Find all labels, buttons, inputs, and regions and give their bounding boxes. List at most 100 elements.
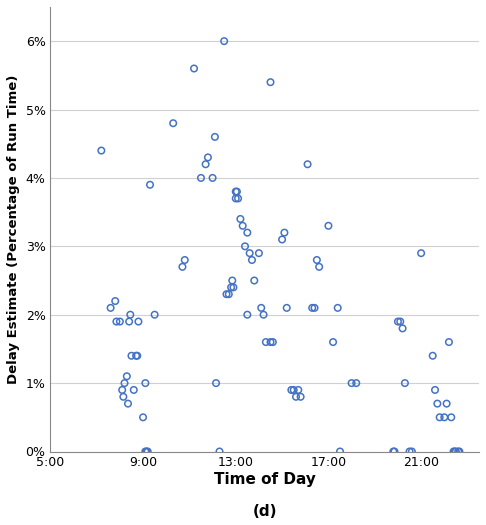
Point: [325, 222, 332, 230]
Point: [239, 222, 246, 230]
Point: [178, 262, 186, 271]
Point: [255, 249, 263, 257]
Point: [315, 262, 323, 271]
Point: [267, 78, 275, 87]
Point: [212, 379, 220, 387]
Point: [408, 447, 416, 456]
Point: [280, 228, 288, 237]
Point: [133, 352, 141, 360]
Point: [204, 153, 212, 162]
Point: [181, 256, 189, 264]
Point: [132, 352, 140, 360]
Point: [406, 447, 414, 456]
Point: [290, 386, 297, 394]
Point: [225, 290, 233, 298]
Point: [130, 386, 138, 394]
Point: [283, 303, 291, 312]
Point: [208, 174, 216, 182]
Point: [128, 352, 136, 360]
Text: (d): (d): [252, 505, 277, 519]
Point: [304, 160, 312, 169]
Point: [228, 276, 236, 285]
Point: [107, 303, 115, 312]
Point: [262, 338, 270, 347]
Point: [144, 447, 152, 456]
Point: [347, 379, 355, 387]
Point: [237, 215, 244, 223]
Point: [248, 256, 256, 264]
Point: [123, 372, 131, 381]
Point: [118, 386, 126, 394]
Point: [232, 194, 240, 203]
Point: [434, 400, 441, 408]
Point: [223, 290, 230, 298]
Point: [436, 413, 444, 422]
Point: [142, 447, 150, 456]
Point: [313, 256, 321, 264]
Point: [397, 317, 404, 326]
Point: [401, 379, 409, 387]
Point: [267, 338, 275, 347]
Point: [440, 413, 448, 422]
Point: [295, 386, 302, 394]
Y-axis label: Delay Estimate (Percentage of Run Time): Delay Estimate (Percentage of Run Time): [7, 75, 20, 384]
Point: [455, 447, 463, 456]
X-axis label: Time of Day: Time of Day: [214, 472, 315, 487]
Point: [241, 242, 249, 250]
Point: [232, 187, 240, 196]
Point: [336, 447, 344, 456]
Point: [417, 249, 425, 257]
Point: [452, 447, 460, 456]
Point: [443, 400, 451, 408]
Point: [250, 276, 258, 285]
Point: [211, 133, 219, 141]
Point: [447, 413, 455, 422]
Point: [269, 338, 277, 347]
Point: [139, 413, 147, 422]
Point: [334, 303, 342, 312]
Point: [229, 283, 237, 291]
Point: [126, 310, 134, 319]
Point: [292, 393, 300, 401]
Point: [352, 379, 360, 387]
Point: [190, 64, 198, 72]
Point: [220, 37, 228, 45]
Point: [311, 303, 318, 312]
Point: [202, 160, 209, 169]
Point: [125, 317, 133, 326]
Point: [121, 379, 128, 387]
Point: [135, 317, 142, 326]
Point: [429, 352, 436, 360]
Point: [391, 447, 399, 456]
Point: [389, 447, 397, 456]
Point: [116, 317, 124, 326]
Point: [278, 235, 286, 244]
Point: [287, 386, 295, 394]
Point: [111, 297, 119, 305]
Point: [243, 310, 251, 319]
Point: [246, 249, 254, 257]
Point: [227, 283, 235, 291]
Point: [216, 447, 224, 456]
Point: [399, 324, 406, 333]
Point: [120, 393, 127, 401]
Point: [431, 386, 439, 394]
Point: [169, 119, 177, 128]
Point: [113, 317, 121, 326]
Point: [146, 181, 154, 189]
Point: [329, 338, 337, 347]
Point: [260, 310, 267, 319]
Point: [258, 303, 265, 312]
Point: [141, 379, 149, 387]
Point: [454, 447, 462, 456]
Point: [151, 310, 158, 319]
Point: [124, 400, 132, 408]
Point: [233, 187, 241, 196]
Point: [141, 447, 149, 456]
Point: [451, 447, 459, 456]
Point: [450, 447, 457, 456]
Point: [98, 146, 105, 155]
Point: [394, 317, 402, 326]
Point: [197, 174, 205, 182]
Point: [234, 194, 242, 203]
